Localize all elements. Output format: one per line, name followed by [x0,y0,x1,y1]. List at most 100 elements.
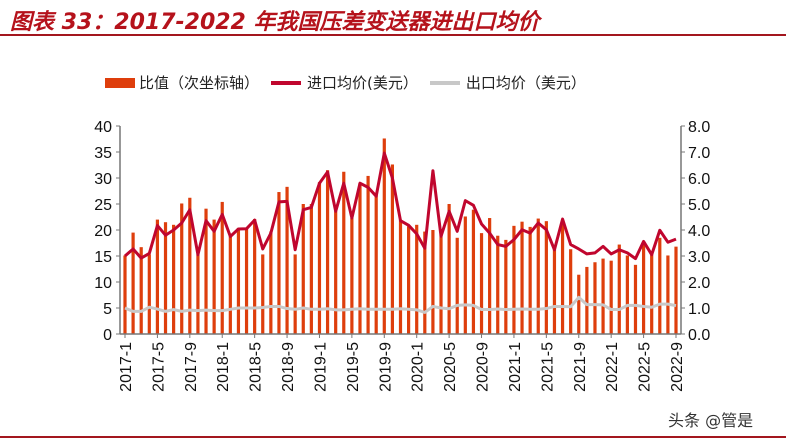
bar-ratio [496,235,500,334]
right-tick-label: 2.0 [688,275,710,292]
left-tick-label: 20 [94,223,112,240]
bar-ratio [350,218,354,334]
bar-ratio [374,194,378,334]
left-tick-label: 15 [94,249,112,266]
bar-ratio [544,221,548,334]
bar-ratio [658,237,662,334]
bar-ratio [309,204,313,334]
bar-ratio [625,255,629,334]
bar-ratio [293,254,297,334]
legend-label-import: 进口均价(美元） [307,74,418,92]
bar-ratio [261,254,265,334]
x-tick-label: 2017-1 [118,342,135,392]
legend-label-export: 出口均价（美元） [465,74,586,92]
bar-ratio [633,264,638,334]
x-tick-label: 2022-1 [604,342,621,392]
bar-ratio [285,186,289,334]
legend-swatch-ratio [105,77,135,88]
bar-ratio [471,209,476,334]
bar-ratio [407,226,411,334]
legend: 比值（次坐标轴） 进口均价(美元） 出口均价（美元） [105,72,598,93]
bar-ratio [244,227,249,334]
bar-ratio [334,211,338,334]
bar-ratio [366,175,370,334]
bar-ratio [463,216,467,334]
bar-ratio [479,233,484,334]
bar-ratio [131,232,135,334]
x-tick-label: 2022-5 [637,342,654,392]
right-tick-label: 8.0 [688,119,710,136]
bar-ratio [196,254,200,334]
bar-ratio [423,231,427,334]
bar-ratio [269,231,273,334]
bar-ratio [641,243,646,334]
bar-ratio [277,192,281,334]
left-tick-label: 35 [94,145,112,162]
bar-ratio [488,218,492,334]
legend-item-export: 出口均价（美元） [429,72,586,93]
left-tick-label: 30 [94,171,112,188]
bar-ratio [455,237,459,334]
right-tick-label: 7.0 [688,145,710,162]
bar-ratio [609,260,613,334]
legend-item-import: 进口均价(美元） [271,72,418,93]
right-tick-label: 0.0 [688,327,710,344]
bar-ratio [577,274,581,334]
bar-ratio [415,224,419,334]
bar-ratio [650,254,654,334]
bar-ratio [585,266,589,334]
bar-ratio [139,247,143,334]
left-tick-label: 40 [94,119,112,136]
legend-label-ratio: 比值（次坐标轴） [139,74,260,92]
bar-ratio [552,248,557,334]
bar-ratio [439,234,443,334]
bar-ratio [228,236,232,334]
bar-ratio [504,239,508,334]
bar-ratio [301,204,305,334]
right-tick-label: 4.0 [688,223,710,240]
right-tick-label: 1.0 [688,301,710,318]
x-tick-label: 2021-9 [572,342,589,392]
bar-ratio [674,246,678,334]
bar-ratio [601,258,605,334]
bar-ratio [382,138,386,334]
bar-ratio [528,226,532,334]
x-tick-label: 2019-5 [345,342,362,392]
bar-ratio [617,244,621,334]
bar-ratio [593,262,597,334]
bar-ratio [666,255,670,334]
x-tick-label: 2022-9 [669,342,686,392]
x-tick-label: 2017-9 [183,342,200,392]
legend-swatch-import [271,80,302,85]
x-tick-label: 2020-9 [475,342,492,392]
bar-ratio [253,219,257,334]
x-tick-label: 2019-1 [312,342,329,392]
bar-ratio [447,204,451,334]
chart-title: 图表 33：2017-2022 年我国压差变送器进出口均价 [10,10,540,35]
right-tick-label: 3.0 [688,249,710,266]
bar-ratio [560,223,565,334]
bar-ratio [172,224,176,334]
watermark: 头条 @管是 [668,411,754,430]
bar-ratio [536,218,540,334]
left-tick-label: 25 [94,197,112,214]
x-tick-label: 2020-5 [442,342,459,392]
bar-ratio [342,171,346,334]
title-divider [0,34,786,36]
bar-ratio [188,197,192,334]
legend-item-ratio: 比值（次坐标轴） [105,72,259,93]
left-tick-label: 0 [103,327,112,344]
bar-ratio [569,249,573,334]
bar-ratio [390,164,394,334]
x-tick-label: 2017-5 [150,342,167,392]
bar-ratio [431,230,435,334]
bar-ratio [212,219,216,334]
left-tick-label: 5 [103,301,112,318]
x-tick-label: 2019-9 [377,342,394,392]
bar-ratio [220,201,224,334]
right-tick-label: 5.0 [688,197,710,214]
bar-ratio [317,182,322,334]
bar-ratio [155,219,160,334]
bar-ratio [358,183,362,334]
